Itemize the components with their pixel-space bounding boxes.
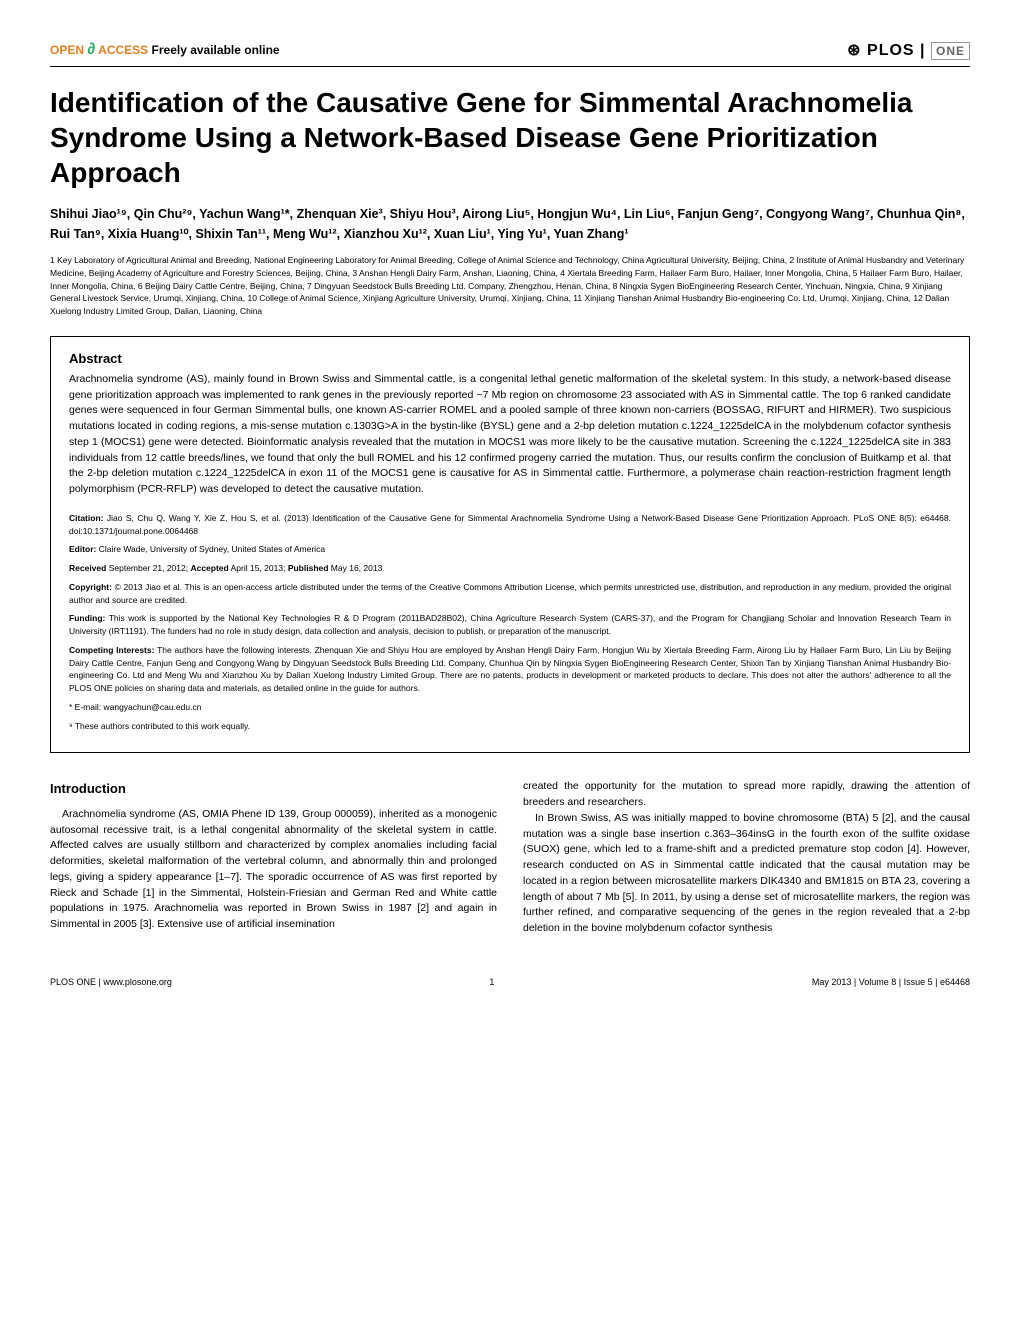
compass-icon: ⊛: [847, 42, 861, 59]
tagline: Freely available online: [152, 43, 280, 57]
abstract-box: Abstract Arachnomelia syndrome (AS), mai…: [50, 336, 970, 754]
intro-heading: Introduction: [50, 779, 497, 799]
article-title: Identification of the Causative Gene for…: [50, 85, 970, 190]
body-columns: Introduction Arachnomelia syndrome (AS, …: [50, 779, 970, 937]
copyright: Copyright: © 2013 Jiao et al. This is an…: [69, 581, 951, 607]
editor: Editor: Claire Wade, University of Sydne…: [69, 543, 951, 556]
left-column: Introduction Arachnomelia syndrome (AS, …: [50, 779, 497, 937]
abstract-heading: Abstract: [69, 351, 951, 366]
journal-logo: ⊛ PLOS | ONE: [847, 40, 970, 60]
plos-label: PLOS: [867, 42, 915, 59]
equal-contribution: ⁹ These authors contributed to this work…: [69, 720, 951, 733]
competing-interests: Competing Interests: The authors have th…: [69, 644, 951, 695]
one-label: ONE: [931, 42, 970, 60]
citation: Citation: Jiao S, Chu Q, Wang Y, Xie Z, …: [69, 512, 951, 538]
intro-paragraph-1: Arachnomelia syndrome (AS, OMIA Phene ID…: [50, 807, 497, 933]
right-column: created the opportunity for the mutation…: [523, 779, 970, 937]
footer-right: May 2013 | Volume 8 | Issue 5 | e64468: [812, 977, 970, 987]
intro-paragraph-2b: In Brown Swiss, AS was initially mapped …: [523, 811, 970, 937]
corresponding-email: * E-mail: wangyachun@cau.edu.cn: [69, 701, 951, 714]
intro-paragraph-2a: created the opportunity for the mutation…: [523, 779, 970, 811]
access-label: ACCESS: [98, 43, 148, 57]
header: OPEN ∂ ACCESS Freely available online ⊛ …: [50, 40, 970, 67]
dates: Received September 21, 2012; Accepted Ap…: [69, 562, 951, 575]
open-access-badge: OPEN ∂ ACCESS Freely available online: [50, 41, 280, 59]
footer: PLOS ONE | www.plosone.org 1 May 2013 | …: [50, 977, 970, 987]
lock-icon: ∂: [87, 41, 95, 58]
footer-center: 1: [489, 977, 494, 987]
pipe: |: [920, 42, 925, 59]
funding: Funding: This work is supported by the N…: [69, 612, 951, 638]
abstract-text: Arachnomelia syndrome (AS), mainly found…: [69, 372, 951, 498]
author-list: Shihui Jiao¹⁹, Qin Chu²⁹, Yachun Wang¹*,…: [50, 204, 970, 244]
open-label: OPEN: [50, 43, 84, 57]
affiliations: 1 Key Laboratory of Agricultural Animal …: [50, 254, 970, 318]
footer-left: PLOS ONE | www.plosone.org: [50, 977, 172, 987]
